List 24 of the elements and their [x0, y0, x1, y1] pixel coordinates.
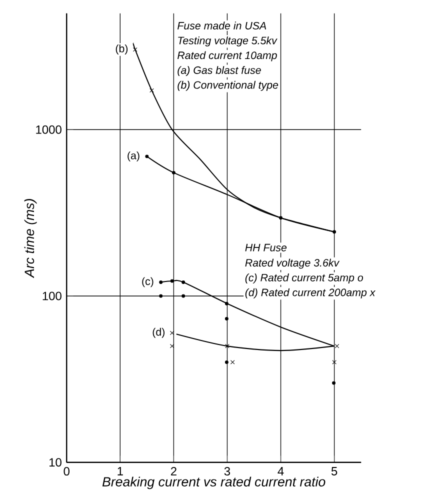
annotation: (b) Conventional type	[178, 80, 278, 91]
annotation: (c)	[142, 277, 154, 288]
annotation: (a)	[128, 151, 140, 162]
y-tick-label: 10	[50, 458, 62, 467]
annotation: (a) Gas blast fuse	[178, 66, 262, 76]
x-tick-label: 1	[118, 467, 124, 476]
x-tick-label: 4	[278, 467, 284, 476]
annotation: HH Fuse	[245, 244, 287, 252]
annotation: Rated current 10amp	[178, 51, 278, 62]
x-tick-label: 2	[171, 467, 177, 476]
x-axis-title: Breaking current vs rated current ratio	[102, 476, 326, 490]
x-tick-label: 3	[224, 467, 230, 476]
y-tick-label: 100	[42, 292, 62, 300]
y-axis-title: Arc time (ms)	[24, 199, 37, 278]
annotation: Testing voltage 5.5kv	[178, 36, 278, 46]
annotation: (d)	[152, 328, 165, 338]
annotation: (b)	[116, 44, 128, 54]
x-tick-label: 0	[64, 467, 70, 476]
annotation: (d) Rated current 200amp x	[246, 288, 376, 298]
x-tick-label: 5	[332, 467, 338, 476]
y-tick-label: 1000	[36, 125, 62, 134]
annotation: Fuse made in USA	[178, 22, 266, 30]
annotation: (c) Rated current 5amp o	[246, 274, 364, 284]
annotation: Rated voltage 3.6kv	[245, 258, 340, 269]
